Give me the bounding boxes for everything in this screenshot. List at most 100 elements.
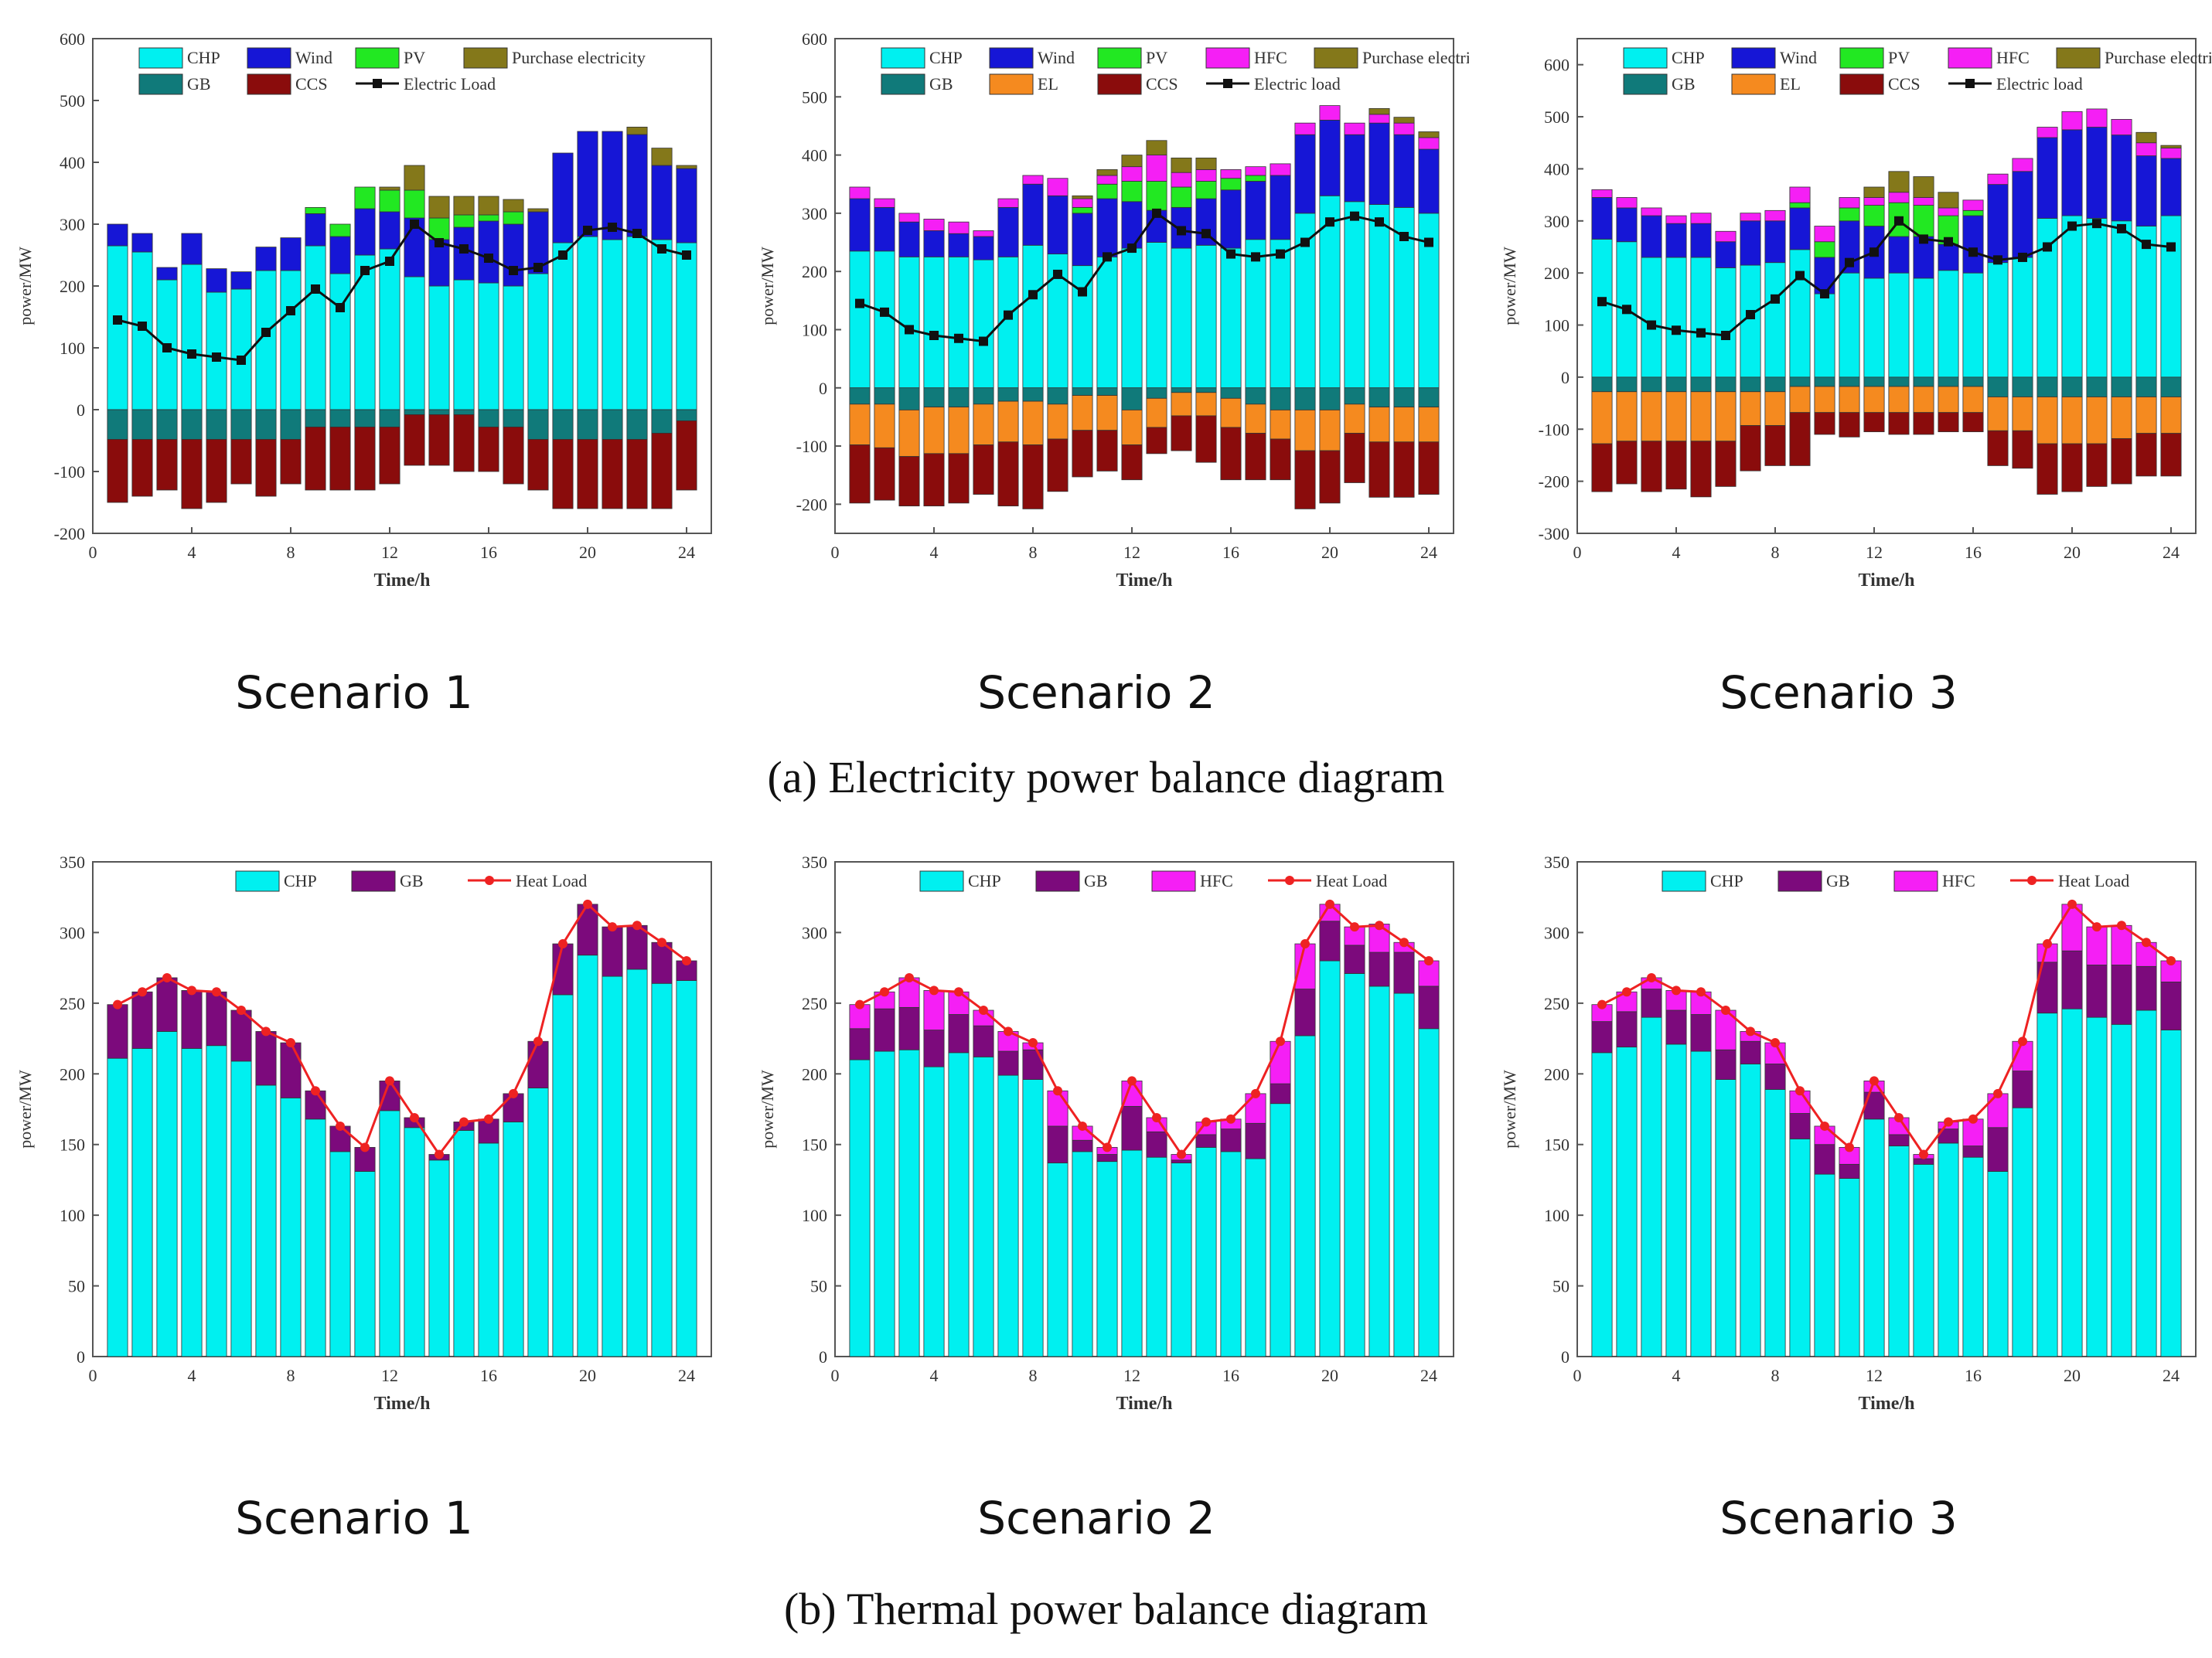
bar-hfc bbox=[1270, 163, 1291, 176]
bar-wind bbox=[973, 236, 994, 260]
legend-swatch bbox=[989, 73, 1034, 95]
x-tick-label: 16 bbox=[480, 543, 497, 562]
bar-ccs bbox=[255, 439, 277, 497]
bar-purchase-electricity bbox=[453, 196, 475, 216]
bar-wind bbox=[651, 165, 673, 240]
load-point bbox=[1201, 229, 1211, 239]
bar-chp bbox=[1022, 1079, 1044, 1357]
bar-wind bbox=[874, 206, 895, 252]
bar-el bbox=[1715, 391, 1737, 442]
bar-gb bbox=[2160, 376, 2182, 397]
bar-wind bbox=[107, 223, 128, 247]
bar-chp bbox=[1591, 1052, 1613, 1357]
bar-gb bbox=[1072, 1139, 1093, 1152]
bar-gb bbox=[2012, 1071, 2033, 1108]
bar-wind bbox=[1938, 243, 1959, 271]
legend-swatch bbox=[463, 47, 508, 69]
bar-wind bbox=[1764, 220, 1786, 264]
bar-gb bbox=[676, 409, 697, 421]
load-point bbox=[1127, 1076, 1137, 1086]
bar-hfc bbox=[1047, 178, 1069, 196]
bar-hfc bbox=[923, 989, 945, 1030]
bar-hfc bbox=[1270, 1040, 1291, 1084]
load-point bbox=[1771, 1038, 1780, 1048]
bar-purchase-electricity bbox=[651, 148, 673, 166]
bar-el bbox=[2135, 397, 2157, 434]
load-point bbox=[212, 352, 221, 362]
load-point bbox=[1053, 1086, 1062, 1096]
legend-label: PV bbox=[1146, 48, 1167, 67]
bar-wind bbox=[2111, 134, 2132, 222]
bar-el bbox=[1195, 392, 1217, 417]
bar-wind bbox=[1270, 175, 1291, 240]
y-tick-label: 500 bbox=[1544, 107, 1570, 127]
bar-gb bbox=[602, 409, 623, 440]
bar-chp bbox=[181, 264, 203, 410]
bar-chp bbox=[478, 282, 499, 410]
x-tick-label: 20 bbox=[1321, 543, 1338, 562]
bar-chp bbox=[1764, 1088, 1786, 1357]
bar-hfc bbox=[1022, 175, 1044, 185]
load-point bbox=[1919, 1149, 1928, 1159]
x-tick-label: 0 bbox=[1573, 543, 1582, 562]
bar-gb bbox=[503, 409, 524, 427]
bar-chp bbox=[280, 1097, 302, 1357]
bar-chp bbox=[1146, 1156, 1167, 1357]
bar-hfc bbox=[1220, 169, 1242, 179]
load-point bbox=[1746, 310, 1755, 320]
load-point bbox=[113, 999, 122, 1009]
bar-ccs bbox=[1368, 441, 1390, 498]
bar-gb bbox=[973, 387, 994, 405]
bar-ccs bbox=[1294, 450, 1316, 509]
y-tick-label: 400 bbox=[802, 146, 827, 165]
bar-chp bbox=[898, 256, 920, 389]
x-tick-label: 0 bbox=[831, 1366, 840, 1385]
bar-el bbox=[923, 407, 945, 455]
bar-ccs bbox=[626, 439, 648, 509]
bar-chp bbox=[1962, 1156, 1984, 1357]
bar-purchase-electricity bbox=[1888, 171, 1910, 193]
bar-el bbox=[2086, 397, 2108, 444]
bar-el bbox=[1591, 391, 1613, 444]
load-point bbox=[1004, 310, 1013, 320]
load-point bbox=[1771, 294, 1780, 304]
bar-gb bbox=[2086, 376, 2108, 397]
bar-gb bbox=[1641, 376, 1662, 393]
y-tick-label: 350 bbox=[60, 853, 85, 872]
y-tick-label: 100 bbox=[802, 320, 827, 339]
load-point bbox=[459, 244, 469, 254]
bar-purchase-electricity bbox=[1863, 186, 1885, 198]
bar-hfc bbox=[898, 213, 920, 223]
bar-chp bbox=[1690, 257, 1712, 378]
bar-chp bbox=[404, 1127, 425, 1357]
y-tick-label: 200 bbox=[60, 1064, 85, 1084]
scenario-label-elec-1: Scenario 1 bbox=[235, 666, 473, 719]
bar-chp bbox=[1591, 238, 1613, 378]
bar-chp bbox=[2061, 215, 2083, 378]
bar-hfc bbox=[1764, 209, 1786, 222]
load-point bbox=[2018, 1037, 2027, 1047]
load-point bbox=[286, 1038, 295, 1048]
bar-chp bbox=[107, 1057, 128, 1357]
x-axis-label: Time/h bbox=[1116, 1394, 1173, 1414]
load-point bbox=[2043, 242, 2052, 252]
bar-chp bbox=[1245, 1158, 1266, 1357]
bar-gb bbox=[1294, 989, 1316, 1037]
bar-wind bbox=[1962, 215, 1984, 274]
x-tick-label: 12 bbox=[381, 1366, 398, 1385]
load-point bbox=[632, 921, 642, 931]
load-point bbox=[286, 306, 295, 315]
load-point bbox=[979, 336, 988, 346]
bar-wind bbox=[2135, 155, 2157, 226]
bar-purchase-electricity bbox=[2160, 145, 2182, 148]
bar-gb bbox=[1393, 387, 1415, 408]
load-point bbox=[1696, 328, 1706, 338]
bar-hfc bbox=[1665, 215, 1687, 224]
load-point bbox=[459, 1117, 469, 1127]
bar-pv bbox=[404, 189, 425, 219]
bar-hfc bbox=[1987, 1093, 2009, 1129]
y-tick-label: 50 bbox=[810, 1277, 827, 1296]
load-point bbox=[261, 328, 271, 337]
bar-gb bbox=[1888, 1134, 1910, 1146]
bar-gb bbox=[305, 1090, 326, 1120]
